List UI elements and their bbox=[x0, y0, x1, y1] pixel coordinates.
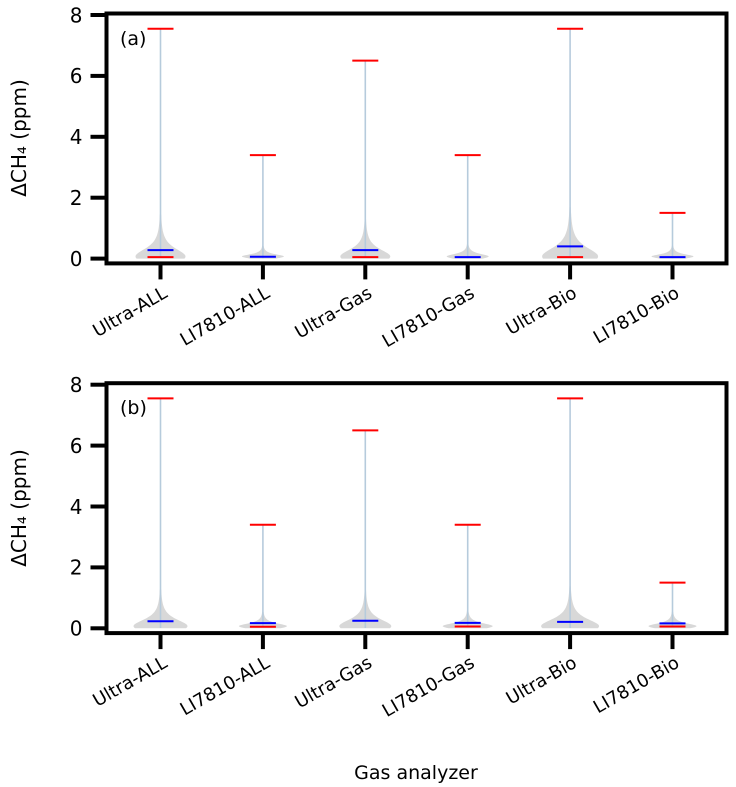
x-category-label-ultra-gas: Ultra-Gas bbox=[292, 283, 376, 344]
violin-ultra-bio bbox=[542, 27, 599, 259]
plot-box bbox=[104, 381, 729, 636]
violin-li7810-bio bbox=[648, 581, 697, 629]
violin-li7810-gas bbox=[446, 154, 489, 259]
x-category-label-ultra-all: Ultra-ALL bbox=[89, 652, 171, 711]
x-category-label-li7810-all: LI7810-ALL bbox=[177, 652, 274, 720]
violin-li7810-bio bbox=[651, 211, 694, 259]
y-tick-label: 6 bbox=[70, 64, 83, 88]
y-tick-label: 8 bbox=[70, 3, 83, 27]
violin-li7810-all bbox=[238, 523, 287, 629]
y-tick-label: 0 bbox=[70, 247, 83, 271]
panel-label-b: (b) bbox=[120, 397, 147, 419]
x-category-label-li7810-gas: LI7810-Gas bbox=[379, 652, 478, 722]
violin-ultra-all bbox=[135, 27, 186, 259]
plot-box bbox=[104, 11, 729, 266]
y-axis-title-b: ΔCH₄ (ppm) bbox=[7, 449, 31, 567]
x-category-label-li7810-all: LI7810-ALL bbox=[177, 283, 274, 351]
violin-ultra-gas bbox=[339, 429, 392, 629]
x-category-label-li7810-gas: LI7810-Gas bbox=[379, 283, 478, 353]
y-tick-label: 2 bbox=[70, 556, 83, 580]
violin-li7810-all bbox=[241, 154, 284, 259]
violin-li7810-gas bbox=[442, 523, 493, 629]
y-tick-label: 4 bbox=[70, 495, 83, 519]
x-category-label-li7810-bio: LI7810-Bio bbox=[590, 283, 683, 349]
x-category-label-ultra-all: Ultra-ALL bbox=[89, 283, 171, 342]
violin-ultra-bio bbox=[541, 397, 600, 629]
x-category-label-li7810-bio: LI7810-Bio bbox=[590, 652, 683, 718]
x-category-label-ultra-bio: Ultra-Bio bbox=[503, 652, 581, 709]
y-tick-label: 6 bbox=[70, 434, 83, 458]
y-tick-label: 8 bbox=[70, 373, 83, 397]
violin-ultra-gas bbox=[340, 59, 391, 259]
y-tick-label: 0 bbox=[70, 617, 83, 641]
y-tick-label: 2 bbox=[70, 186, 83, 210]
violin-ultra-all bbox=[133, 397, 188, 629]
panel-label-a: (a) bbox=[120, 28, 146, 50]
x-axis-title: Gas analyzer bbox=[354, 762, 478, 784]
y-axis-title-a: ΔCH₄ (ppm) bbox=[7, 79, 31, 197]
x-category-label-ultra-gas: Ultra-Gas bbox=[292, 652, 376, 713]
y-tick-label: 4 bbox=[70, 125, 83, 149]
x-category-label-ultra-bio: Ultra-Bio bbox=[503, 283, 581, 340]
